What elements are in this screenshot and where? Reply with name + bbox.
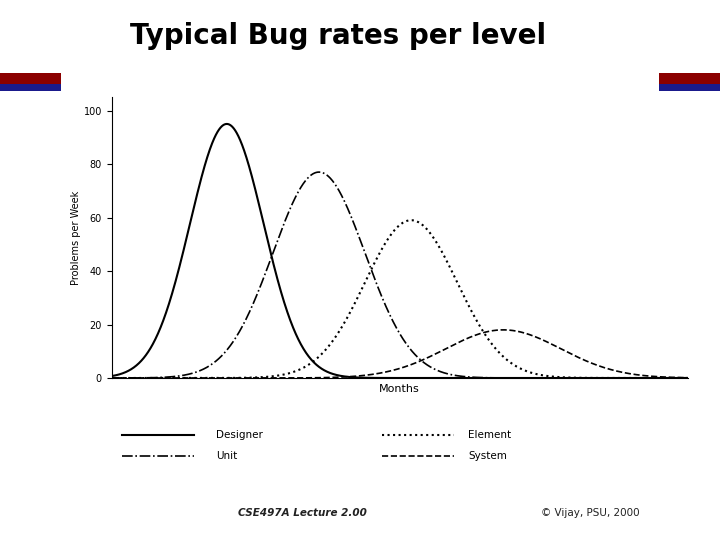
Text: System: System xyxy=(468,451,507,461)
Text: Typical Bug rates per level: Typical Bug rates per level xyxy=(130,22,546,50)
Text: Designer: Designer xyxy=(216,430,263,440)
Text: Element: Element xyxy=(468,430,511,440)
Text: © Vijay, PSU, 2000: © Vijay, PSU, 2000 xyxy=(541,508,639,518)
Y-axis label: Problems per Week: Problems per Week xyxy=(71,191,81,285)
Text: Unit: Unit xyxy=(216,451,238,461)
X-axis label: Months: Months xyxy=(379,383,420,394)
Text: CSE497A Lecture 2.00: CSE497A Lecture 2.00 xyxy=(238,508,366,518)
